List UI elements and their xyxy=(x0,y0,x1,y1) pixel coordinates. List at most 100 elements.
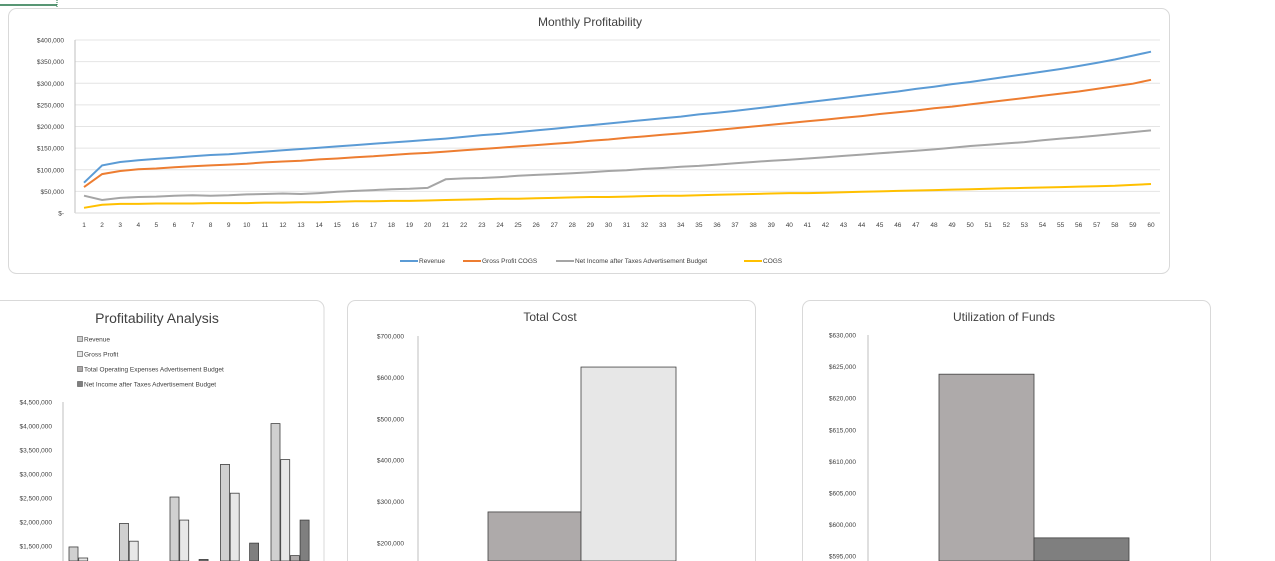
bar[interactable] xyxy=(220,463,230,561)
bar[interactable] xyxy=(249,542,260,561)
x-tick-label: 39 xyxy=(768,222,776,229)
y-tick-label: $400,000 xyxy=(37,38,64,45)
x-tick-label: 52 xyxy=(1003,222,1011,229)
x-tick-label: 42 xyxy=(822,222,830,229)
legend-swatch xyxy=(77,336,83,342)
x-tick-label: 44 xyxy=(858,222,866,229)
x-tick-label: 20 xyxy=(424,222,432,229)
x-tick-label: 2 xyxy=(100,222,104,229)
bar[interactable] xyxy=(229,492,240,561)
x-tick-label: 50 xyxy=(967,222,975,229)
x-tick-label: 24 xyxy=(496,222,504,229)
y-tick-label: $2,000,000 xyxy=(19,520,52,527)
x-tick-label: 55 xyxy=(1057,222,1065,229)
utilization-of-funds-chart[interactable]: Utilization of Funds $595,000 $600,000 $60… xyxy=(802,300,1211,561)
x-tick-label: 40 xyxy=(786,222,794,229)
bar[interactable] xyxy=(938,373,1035,561)
x-tick-label: 10 xyxy=(243,222,251,229)
x-tick-label: 22 xyxy=(460,222,468,229)
chart-title: Total Cost xyxy=(523,310,577,324)
x-tick-label: 51 xyxy=(985,222,993,229)
y-tick-label: $630,000 xyxy=(829,333,856,340)
bar[interactable] xyxy=(270,423,281,561)
x-tick-label: 26 xyxy=(533,222,541,229)
x-tick-label: 12 xyxy=(279,222,287,229)
x-tick-label: 33 xyxy=(659,222,667,229)
x-tick-label: 16 xyxy=(352,222,360,229)
x-tick-label: 36 xyxy=(713,222,721,229)
y-tick-label: $595,000 xyxy=(829,554,856,561)
x-tick-label: 54 xyxy=(1039,222,1047,229)
legend-label: Gross Profit COGS xyxy=(482,258,538,265)
monthly-profitability-chart[interactable]: Monthly Profitability $- $50,000 $100,000 $… xyxy=(8,8,1170,274)
x-tick-label: 38 xyxy=(750,222,758,229)
bar[interactable] xyxy=(1033,537,1130,561)
x-tick-label: 35 xyxy=(695,222,703,229)
y-tick-label: $600,000 xyxy=(829,522,856,529)
y-tick-label: $4,500,000 xyxy=(19,400,52,407)
series-line-2[interactable] xyxy=(83,129,1152,202)
bar[interactable] xyxy=(299,519,310,561)
bar[interactable] xyxy=(78,557,89,561)
bar[interactable] xyxy=(487,511,582,561)
x-tick-label: 31 xyxy=(623,222,631,229)
bar[interactable] xyxy=(179,519,190,561)
x-tick-label: 58 xyxy=(1111,222,1119,229)
profitability-analysis-chart[interactable]: Profitability Analysis $1,500,000 $2,000,… xyxy=(0,300,325,561)
x-tick-label: 57 xyxy=(1093,222,1101,229)
x-tick-label: 23 xyxy=(478,222,486,229)
legend-swatch xyxy=(77,381,83,387)
x-tick-label: 17 xyxy=(370,222,378,229)
series-line-1[interactable] xyxy=(83,78,1152,188)
series-line-0[interactable] xyxy=(83,50,1152,184)
x-tick-label: 25 xyxy=(514,222,522,229)
x-tick-label: 53 xyxy=(1021,222,1029,229)
x-tick-label: 43 xyxy=(840,222,848,229)
x-tick-label: 32 xyxy=(641,222,649,229)
y-tick-label: $625,000 xyxy=(829,364,856,371)
x-tick-label: 3 xyxy=(118,222,122,229)
bar[interactable] xyxy=(198,559,209,561)
y-tick-label: $150,000 xyxy=(37,146,64,153)
x-tick-label: 9 xyxy=(227,222,231,229)
bar[interactable] xyxy=(580,366,677,561)
bar[interactable] xyxy=(169,496,180,561)
y-tick-label: $200,000 xyxy=(377,541,404,548)
bar[interactable] xyxy=(68,546,79,561)
y-tick-label: $600,000 xyxy=(377,375,404,382)
x-tick-label: 21 xyxy=(442,222,450,229)
bar[interactable] xyxy=(280,459,291,561)
x-tick-label: 49 xyxy=(948,222,956,229)
x-tick-label: 7 xyxy=(191,222,195,229)
x-tick-label: 41 xyxy=(804,222,812,229)
legend-label: Gross Profit xyxy=(84,352,119,359)
y-tick-label: $620,000 xyxy=(829,396,856,403)
x-tick-label: 48 xyxy=(930,222,938,229)
x-tick-label: 4 xyxy=(136,222,140,229)
x-tick-label: 29 xyxy=(587,222,595,229)
total-cost-chart[interactable]: Total Cost $200,000 $300,000 $400,000 $500,… xyxy=(347,300,756,561)
y-tick-label: $4,000,000 xyxy=(19,424,52,431)
x-tick-label: 37 xyxy=(731,222,739,229)
y-tick-label: $2,500,000 xyxy=(19,496,52,503)
bar[interactable] xyxy=(119,523,129,561)
legend-swatch xyxy=(77,351,83,357)
legend-label: Revenue xyxy=(419,258,445,265)
legend-label: Net Income after Taxes Advertisement Bud… xyxy=(84,382,216,389)
bar[interactable] xyxy=(128,540,139,561)
bar[interactable] xyxy=(289,555,300,561)
y-tick-label: $- xyxy=(58,211,64,218)
x-tick-label: 34 xyxy=(677,222,685,229)
series-line-3[interactable] xyxy=(83,183,1152,209)
x-tick-label: 15 xyxy=(334,222,342,229)
y-tick-label: $300,000 xyxy=(377,499,404,506)
y-tick-label: $605,000 xyxy=(829,491,856,498)
x-tick-label: 18 xyxy=(388,222,396,229)
x-tick-label: 30 xyxy=(605,222,613,229)
x-tick-label: 47 xyxy=(912,222,920,229)
x-tick-label: 1 xyxy=(82,222,86,229)
y-tick-label: $610,000 xyxy=(829,459,856,466)
y-tick-label: $250,000 xyxy=(37,102,64,109)
y-tick-label: $100,000 xyxy=(37,167,64,174)
